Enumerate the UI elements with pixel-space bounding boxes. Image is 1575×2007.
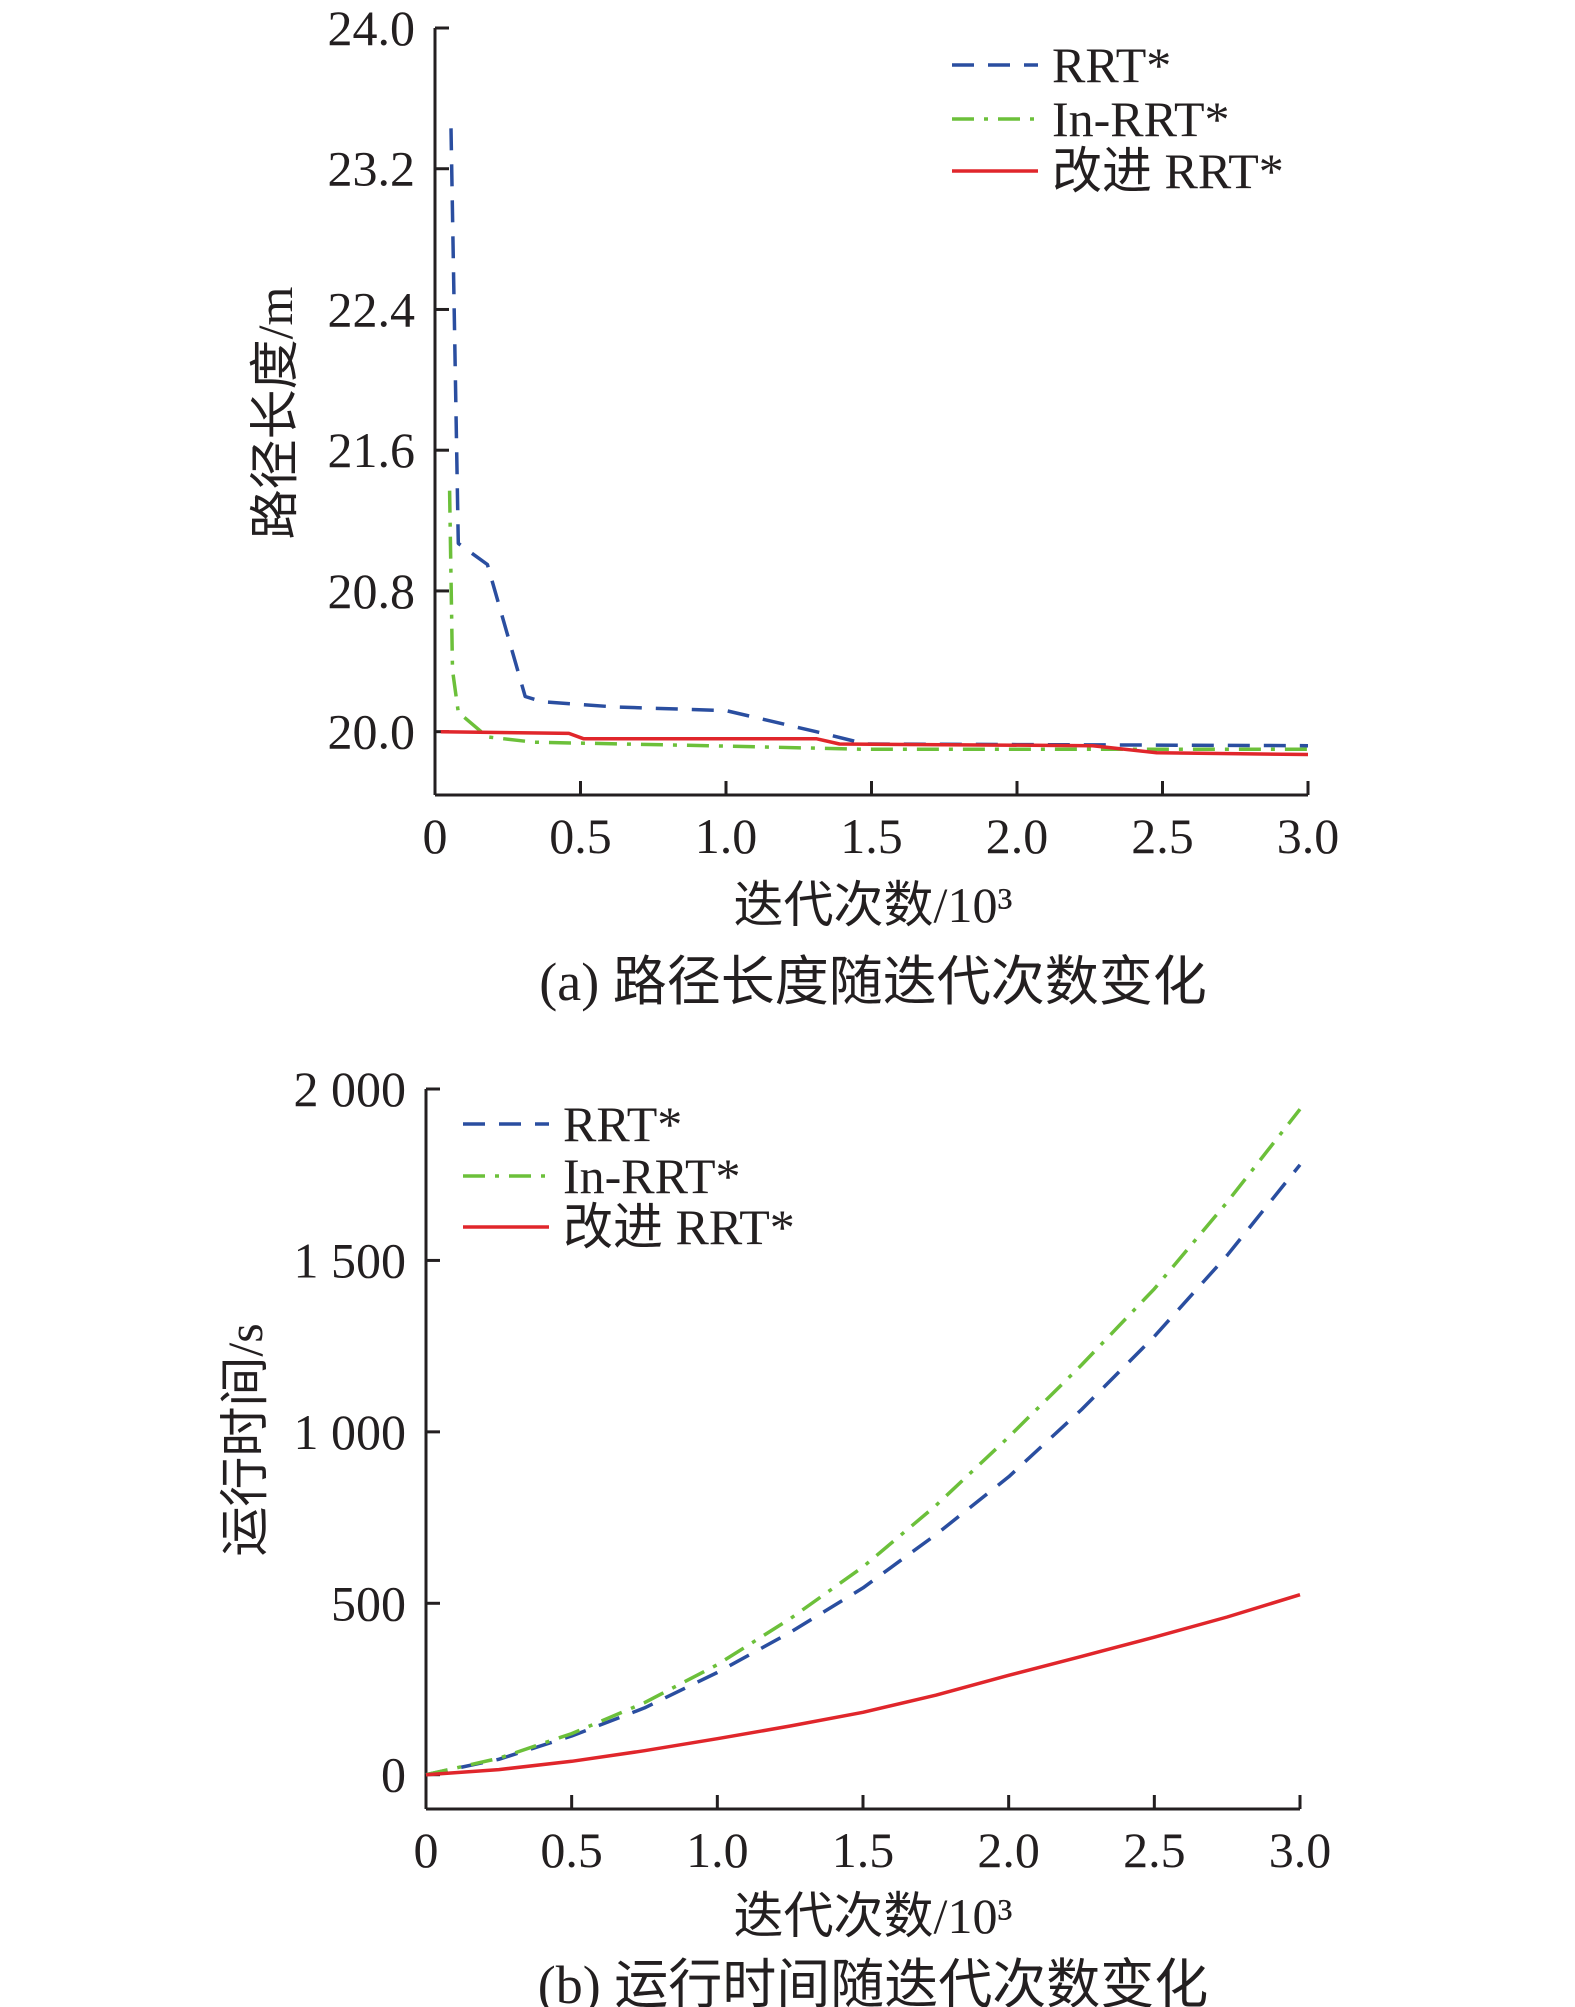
x-tick-label: 1.0 xyxy=(686,1822,749,1878)
x-tick-label: 0 xyxy=(414,1822,439,1878)
legend-label: RRT* xyxy=(1052,37,1171,93)
x-tick-label: 1.5 xyxy=(840,808,903,864)
chart-b-caption: (b) 运行时间随迭代次数变化 xyxy=(538,1955,1208,2007)
series-line-1 xyxy=(425,1108,1302,1777)
y-tick-label: 500 xyxy=(331,1575,406,1631)
legend-label: In-RRT* xyxy=(563,1148,741,1204)
legend-label: In-RRT* xyxy=(1052,91,1230,147)
series-line-2 xyxy=(425,1593,1301,1777)
chart-a-xlabel: 迭代次数/10³ xyxy=(734,877,1013,933)
chart-b-ylabel: 运行时间/s xyxy=(217,1323,273,1556)
y-tick-label: 24.0 xyxy=(328,0,416,56)
x-tick-label: 0.5 xyxy=(540,1822,603,1878)
x-tick-label: 2.0 xyxy=(986,808,1049,864)
y-tick-label: 23.2 xyxy=(328,141,416,197)
y-tick-label: 22.4 xyxy=(328,281,416,337)
y-tick-label: 0 xyxy=(381,1747,406,1803)
y-tick-label: 20.0 xyxy=(328,704,416,760)
x-tick-label: 0.5 xyxy=(549,808,612,864)
legend-label: 改进 RRT* xyxy=(563,1199,795,1255)
y-tick-label: 21.6 xyxy=(328,422,416,478)
series-line-0 xyxy=(425,1163,1302,1777)
y-tick-label: 1 000 xyxy=(294,1404,407,1460)
chart-b-xlabel: 迭代次数/10³ xyxy=(734,1888,1013,1944)
legend-label: 改进 RRT* xyxy=(1052,143,1284,199)
x-tick-label: 3.0 xyxy=(1269,1822,1332,1878)
y-tick-label: 20.8 xyxy=(328,563,416,619)
chart-run-time: 运行时间/s 迭代次数/10³ (b) 运行时间随迭代次数变化 0 0.5 1.0 1… xyxy=(217,1061,1331,2007)
series-line-0 xyxy=(449,128,1309,748)
x-tick-label: 1.0 xyxy=(695,808,758,864)
legend-label: RRT* xyxy=(563,1096,682,1152)
x-tick-label: 1.5 xyxy=(832,1822,895,1878)
y-tick-label: 2 000 xyxy=(294,1061,407,1117)
x-tick-label: 2.5 xyxy=(1123,1822,1186,1878)
series-line-2 xyxy=(440,729,1309,757)
y-tick-label: 1 500 xyxy=(294,1232,407,1288)
x-tick-label: 3.0 xyxy=(1277,808,1340,864)
x-tick-label: 2.0 xyxy=(977,1822,1040,1878)
chart-path-length: 路径长度/m 迭代次数/10³ (a) 路径长度随迭代次数变化 0 0.5 1.0 1… xyxy=(247,0,1339,1012)
series-line-1 xyxy=(447,490,1308,752)
x-tick-label: 0 xyxy=(423,808,448,864)
chart-a-ylabel: 路径长度/m xyxy=(247,287,303,540)
x-tick-label: 2.5 xyxy=(1131,808,1194,864)
chart-a-caption: (a) 路径长度随迭代次数变化 xyxy=(539,952,1206,1012)
